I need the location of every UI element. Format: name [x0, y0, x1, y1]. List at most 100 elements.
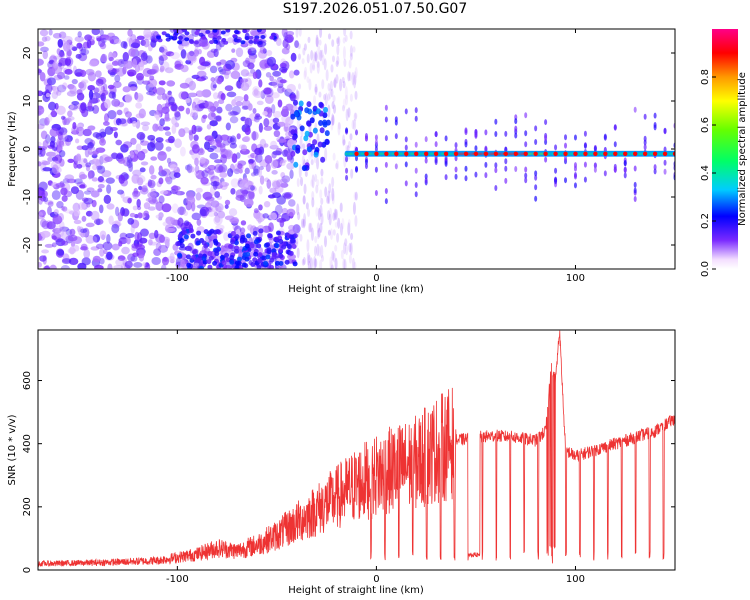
spectrogram-cell: [270, 140, 277, 149]
spectrogram-cell: [272, 70, 282, 77]
spectrogram-cell: [77, 262, 87, 269]
spectrogram-cell: [38, 145, 43, 155]
spectrogram-cell: [310, 227, 314, 241]
spectrogram-cell: [329, 207, 333, 218]
spectrogram-cell: [140, 52, 148, 61]
spectrogram-cell: [322, 119, 328, 126]
spectrogram-cell: [38, 41, 45, 47]
spectrogram-cell: [117, 255, 126, 261]
spectrogram-cell: [330, 117, 334, 131]
spectrogram-cell: [185, 97, 191, 104]
spectrogram-cell: [244, 256, 250, 262]
spectrogram-cell: [274, 185, 284, 194]
spectrogram-cell: [293, 161, 299, 168]
spectrogram-cell: [345, 167, 349, 174]
spectrogram-cell: [180, 64, 189, 73]
spectrogram-cell: [154, 141, 164, 151]
spectrogram-cell: [38, 105, 45, 115]
spectrogram-cell: [284, 259, 290, 265]
spectrogram-cell: [209, 145, 217, 150]
spectrogram-cell: [309, 257, 313, 269]
spectrogram-cell: [225, 122, 231, 131]
spectrogram-cell: [265, 242, 271, 248]
spectrogram-cell: [158, 80, 166, 86]
spectrogram-cell: [240, 82, 250, 91]
spectrogram-cell: [158, 212, 164, 219]
spectrogram-cell: [454, 166, 458, 173]
spectrogram-cell: [262, 111, 268, 116]
spectrogram-cell: [286, 253, 297, 260]
spectrogram-cell: [308, 222, 312, 233]
spectrogram-cell: [312, 51, 316, 62]
spectrogram-cell: [230, 239, 236, 245]
spectrogram-cell: [44, 35, 51, 42]
spectrogram-cell: [92, 255, 101, 263]
spectrogram-cell: [404, 180, 408, 187]
spectrogram-cell: [68, 257, 79, 266]
spectrogram-cell: [643, 144, 647, 151]
spectrogram-cell: [58, 57, 69, 66]
spectrogram-cell: [122, 86, 131, 93]
spectrogram-cell: [504, 165, 508, 172]
spectrogram-cell: [185, 51, 195, 62]
spectrogram-cell: [214, 164, 224, 174]
spectrogram-cell: [132, 193, 139, 199]
spectrogram-cell: [258, 247, 263, 253]
spectrogram-cell: [241, 105, 249, 110]
spectrogram-cell: [178, 128, 186, 138]
spectrogram-cell: [106, 233, 111, 244]
spectrogram-cell: [85, 235, 95, 244]
spectrogram-cell: [232, 34, 238, 39]
spectrogram-cell: [321, 79, 325, 90]
spectrogram-cell: [137, 150, 146, 161]
spectrogram-cell: [111, 60, 119, 66]
spectrogram-cell: [104, 98, 111, 109]
spectrogram-cell: [301, 155, 305, 168]
spectrogram-cell: [354, 112, 358, 120]
spectrogram-cell: [67, 158, 75, 163]
spectrogram-cell: [295, 236, 299, 247]
spectrogram-cell: [95, 78, 104, 87]
spectrogram-cell: [303, 43, 307, 51]
spectrogram-cell: [209, 228, 215, 234]
spectrogram-cell: [286, 162, 295, 170]
spectrogram-cell: [195, 192, 202, 201]
spectrogram-cell: [138, 108, 146, 119]
spectrogram-cell: [216, 141, 222, 148]
spectrogram-x-label: Height of straight line (km): [288, 284, 424, 295]
spectrogram-cell: [245, 251, 251, 257]
spectrogram-cell: [404, 144, 408, 151]
spectrogram-cell: [292, 261, 298, 267]
spectrogram-cell: [200, 177, 209, 185]
spectrogram-cell: [352, 201, 356, 215]
spectrogram-cell: [130, 137, 137, 145]
spectrogram-cell: [164, 131, 172, 137]
spectrogram-cell: [207, 264, 213, 269]
spectrogram-cell: [353, 261, 357, 269]
spectrogram-cell: [130, 225, 135, 234]
spectrogram-cell: [316, 61, 320, 74]
spectrogram-cell: [573, 134, 577, 141]
spectrogram-cell: [136, 35, 145, 40]
spectrogram-cell: [40, 230, 51, 238]
spectrogram-cell: [38, 58, 44, 66]
spectrogram-cell: [314, 86, 318, 93]
spectrogram-cell: [91, 177, 98, 182]
spectrogram-cell: [302, 149, 308, 156]
spectrogram-cell: [494, 185, 498, 192]
spectrogram-cell: [97, 188, 103, 193]
spectrogram-cell: [105, 36, 113, 41]
spectrogram-cell: [63, 75, 70, 80]
spectrogram-cell: [265, 163, 271, 173]
snr-y-label: SNR (10 * v/v): [7, 414, 18, 485]
spectrogram-cell: [51, 146, 58, 151]
spectrogram-cell: [265, 49, 273, 56]
spectrogram-cell: [146, 90, 156, 96]
spectrogram-cell: [297, 211, 301, 221]
spectrogram-cell: [91, 158, 100, 165]
spectrogram-cell: [142, 80, 151, 85]
spectrogram-cell: [108, 56, 115, 62]
spectrogram-cell: [312, 139, 318, 146]
spectrogram-cell: [234, 30, 240, 35]
spectrogram-cell: [124, 111, 132, 118]
